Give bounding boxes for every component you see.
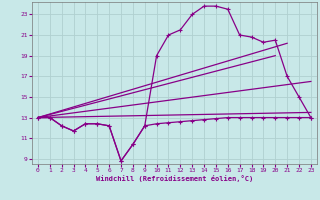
X-axis label: Windchill (Refroidissement éolien,°C): Windchill (Refroidissement éolien,°C) [96,175,253,182]
